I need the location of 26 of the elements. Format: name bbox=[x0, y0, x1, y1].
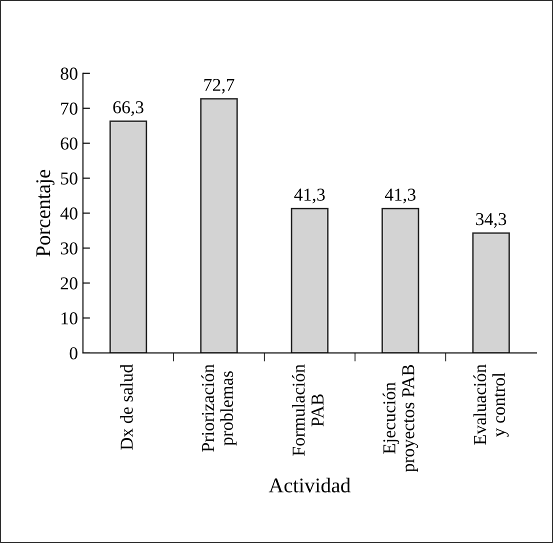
y-tick-label: 60 bbox=[60, 137, 78, 150]
y-tick-label: 20 bbox=[60, 277, 78, 290]
bar bbox=[290, 208, 329, 353]
y-axis-title: Porcentaje bbox=[36, 170, 54, 256]
data-label: 41,3 bbox=[294, 188, 325, 204]
x-axis-title: Actividad bbox=[268, 478, 350, 492]
bar bbox=[109, 120, 148, 353]
bar bbox=[472, 232, 510, 353]
y-tick-label: 0 bbox=[70, 347, 78, 360]
data-label: 66,3 bbox=[113, 101, 144, 116]
y-tick-label: 70 bbox=[61, 102, 78, 115]
y-tick-label: 30 bbox=[60, 242, 78, 255]
bar bbox=[382, 208, 420, 353]
x-tick-label: Priorización problemas bbox=[201, 364, 237, 452]
y-tick-label: 50 bbox=[61, 172, 78, 185]
x-tick-label: Evaluación y control bbox=[473, 364, 509, 445]
x-tick-label: Dx de salud bbox=[120, 364, 133, 450]
x-tick-label: Ejecución proyectos PAB bbox=[382, 364, 418, 472]
y-tick-label: 40 bbox=[60, 207, 78, 220]
x-tick-label: Formulación PAB bbox=[292, 364, 324, 456]
data-label: 72,7 bbox=[204, 78, 234, 94]
data-label: 41,3 bbox=[384, 188, 416, 204]
bar bbox=[200, 98, 238, 353]
y-tick-label: 10 bbox=[62, 312, 78, 324]
data-label: 34,3 bbox=[476, 213, 506, 228]
y-tick-label: 80 bbox=[60, 68, 78, 80]
